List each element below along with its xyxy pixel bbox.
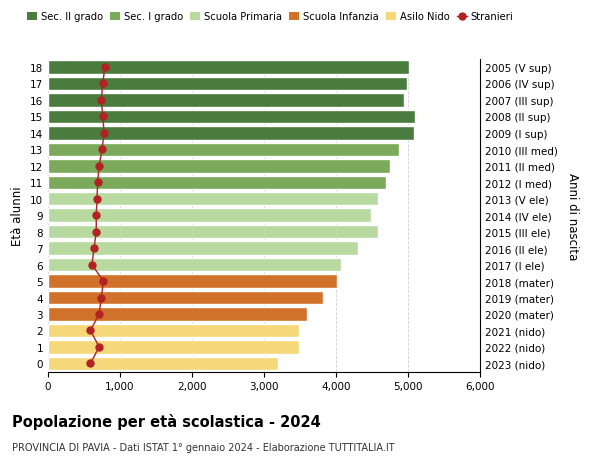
Y-axis label: Età alunni: Età alunni (11, 186, 25, 246)
Bar (48, 324, 299, 337)
Bar (48, 225, 378, 239)
Bar (48, 61, 409, 75)
Bar (48, 127, 414, 140)
Bar (48, 94, 404, 107)
Bar (48, 308, 307, 321)
Legend: Sec. II grado, Sec. I grado, Scuola Primaria, Scuola Infanzia, Asilo Nido, Stran: Sec. II grado, Sec. I grado, Scuola Prim… (23, 8, 517, 27)
Bar (48, 160, 390, 173)
Bar (48, 111, 415, 124)
Bar (48, 258, 341, 272)
Y-axis label: Anni di nascita: Anni di nascita (566, 172, 579, 259)
Bar (48, 209, 371, 223)
Bar (48, 274, 337, 288)
Bar (48, 242, 358, 255)
Bar (48, 291, 323, 305)
Bar (48, 176, 386, 190)
Text: PROVINCIA DI PAVIA - Dati ISTAT 1° gennaio 2024 - Elaborazione TUTTITALIA.IT: PROVINCIA DI PAVIA - Dati ISTAT 1° genna… (12, 442, 395, 452)
Text: Popolazione per età scolastica - 2024: Popolazione per età scolastica - 2024 (12, 413, 321, 429)
Bar (48, 78, 407, 91)
Bar (48, 143, 400, 157)
Bar (48, 341, 299, 354)
Bar (48, 357, 278, 370)
Bar (48, 193, 378, 206)
